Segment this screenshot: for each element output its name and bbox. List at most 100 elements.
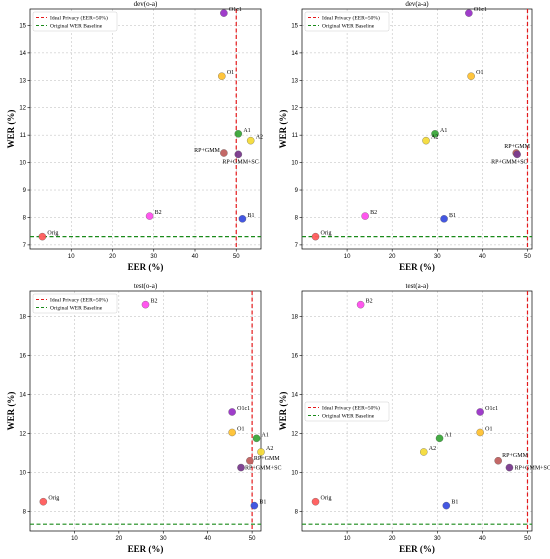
y-tick-label: 7 — [23, 243, 27, 249]
point-label: Orig — [48, 496, 59, 502]
point-label: RP+GMM — [504, 144, 530, 150]
point-o1 — [476, 428, 484, 437]
point-a1 — [234, 130, 243, 138]
x-tick-label: 50 — [249, 536, 256, 542]
y-tick-label: 10 — [291, 470, 298, 476]
point-orig — [311, 497, 320, 506]
point-label: O1 — [485, 426, 492, 432]
point-label: B2 — [155, 210, 162, 216]
chart-title: test(a-a) — [406, 282, 430, 290]
y-tick-label: 11 — [20, 133, 27, 139]
point-rp-gmm-sc — [513, 150, 521, 159]
legend-label-baseline: Original WER Baseline — [322, 414, 375, 420]
point-label: B1 — [259, 500, 266, 506]
x-tick-label: 20 — [116, 536, 123, 542]
point-label: O1 — [476, 70, 483, 76]
point-b1 — [442, 501, 451, 510]
x-tick-label: 30 — [434, 536, 441, 542]
point-label: A2 — [431, 135, 438, 141]
y-tick-label: 18 — [291, 314, 298, 320]
point-label: B1 — [451, 500, 458, 506]
x-tick-label: 50 — [524, 536, 531, 542]
point-o1 — [228, 428, 236, 437]
chart-panel-2: 10 20 30 40 50 8 10 12 14 16 18 Orig B1 B2 O1 O1c1 A1 A2 R… — [6, 282, 281, 554]
y-tick-label: 8 — [23, 509, 27, 515]
x-tick-label: 20 — [389, 536, 396, 542]
y-tick-label: 13 — [291, 78, 298, 84]
legend: Ideal Privacy (EER=50%) Original WER Base… — [304, 401, 390, 422]
point-label: B2 — [370, 210, 377, 216]
legend: Ideal Privacy (EER=50%) Original WER Base… — [304, 11, 390, 32]
point-o1c1 — [476, 408, 484, 416]
x-tick-label: 10 — [68, 254, 75, 260]
point-o1 — [218, 72, 226, 80]
x-tick-label: 10 — [344, 254, 351, 260]
y-axis-label: WER (%) — [6, 110, 16, 149]
point-b2 — [356, 300, 365, 309]
point-b1 — [440, 215, 448, 223]
point-o1c1 — [465, 9, 473, 17]
y-tick-label: 14 — [19, 392, 26, 398]
point-o1 — [467, 72, 475, 80]
y-axis-label: WER (%) — [6, 392, 16, 431]
legend-box — [32, 293, 118, 314]
y-tick-label: 8 — [295, 509, 299, 515]
point-label: A2 — [266, 446, 273, 452]
y-tick-label: 11 — [292, 133, 299, 139]
point-label: Orig — [47, 231, 58, 237]
x-axis-label: EER (%) — [399, 262, 435, 272]
y-tick-label: 15 — [19, 23, 26, 29]
legend-label-ideal: Ideal Privacy (EER=50%) — [50, 297, 108, 304]
x-tick-label: 40 — [204, 536, 211, 542]
point-label: B2 — [151, 299, 158, 305]
x-tick-label: 40 — [479, 536, 486, 542]
plot-frame — [29, 8, 262, 250]
x-tick-label: 30 — [150, 254, 157, 260]
point-label: RP+GMM+SC — [491, 159, 527, 165]
y-tick-label: 12 — [291, 431, 298, 437]
x-tick-label: 10 — [344, 536, 351, 542]
point-rp-gmm-sc — [237, 463, 245, 472]
point-label: RP+GMM+SC — [245, 466, 281, 472]
point-orig — [38, 232, 47, 241]
x-tick-label: 40 — [192, 254, 199, 260]
point-label: A1 — [445, 432, 452, 438]
point-b2 — [361, 212, 369, 220]
point-rp-gmm — [220, 149, 228, 157]
point-b1 — [250, 501, 259, 510]
y-tick-label: 12 — [19, 106, 26, 112]
legend-box — [304, 401, 390, 422]
y-tick-label: 9 — [23, 188, 27, 194]
y-tick-label: 8 — [23, 215, 27, 221]
plot-frame — [301, 290, 533, 532]
point-a1 — [252, 434, 261, 443]
y-tick-label: 12 — [291, 106, 298, 112]
point-a2 — [422, 136, 430, 145]
y-tick-label: 15 — [291, 23, 298, 29]
point-label: RP+GMM+SC — [514, 466, 550, 472]
y-tick-label: 16 — [291, 353, 298, 359]
point-a2 — [257, 448, 265, 456]
chart-panel-0: 10 20 30 40 50 7 8 9 10 11 12 13 14 15 Orig B1 B2 O1 O1c1 A… — [6, 0, 263, 272]
point-label: A1 — [262, 432, 269, 438]
point-rp-gmm — [494, 457, 502, 465]
y-tick-label: 14 — [291, 51, 298, 57]
y-tick-label: 12 — [19, 431, 26, 437]
x-tick-label: 20 — [389, 254, 396, 260]
legend-label-baseline: Original WER Baseline — [50, 24, 103, 30]
point-label: RP+GMM — [254, 456, 280, 462]
y-tick-label: 13 — [19, 78, 26, 84]
plot-frame — [29, 290, 262, 532]
point-label: RP+GMM — [502, 453, 528, 459]
y-tick-label: 16 — [19, 353, 26, 359]
legend-box — [304, 11, 390, 32]
y-tick-label: 14 — [19, 51, 26, 57]
point-label: O1c1 — [485, 406, 498, 412]
legend-label-ideal: Ideal Privacy (EER=50%) — [322, 405, 380, 412]
y-tick-label: 7 — [295, 243, 299, 249]
x-tick-label: 40 — [479, 254, 486, 260]
legend-box — [32, 11, 118, 32]
x-tick-label: 30 — [160, 536, 167, 542]
legend-label-ideal: Ideal Privacy (EER=50%) — [322, 15, 380, 22]
point-label: O1c1 — [237, 406, 250, 412]
